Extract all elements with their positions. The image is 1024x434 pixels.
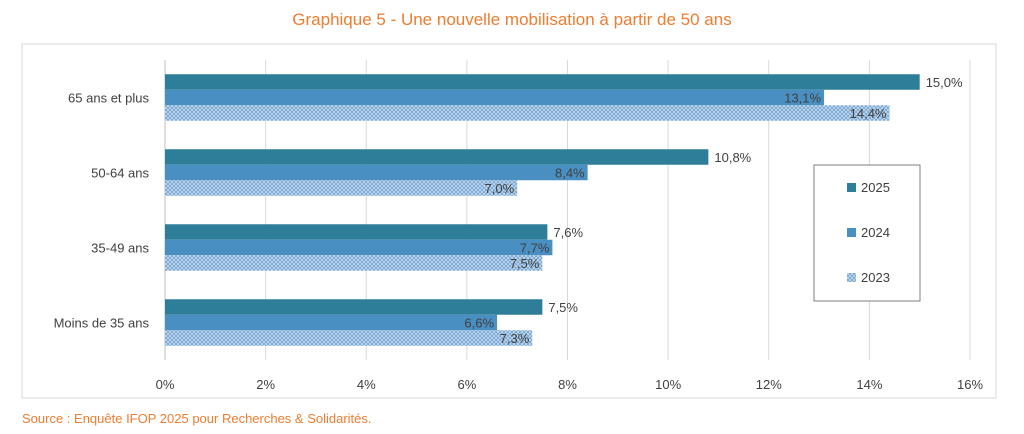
bar-2025 [165, 299, 543, 315]
x-tick-label: 10% [655, 377, 681, 392]
data-label: 10,8% [714, 150, 751, 165]
data-label: 15,0% [926, 75, 963, 90]
data-label: 7,0% [485, 181, 515, 196]
bar-2025 [165, 149, 709, 165]
bar-2024 [165, 89, 825, 106]
x-tick-label: 0% [156, 377, 175, 392]
bar-2023 [165, 105, 890, 121]
bar-2024 [165, 239, 553, 256]
category-label: 35-49 ans [91, 241, 149, 256]
bar-2023 [165, 180, 518, 196]
data-label: 7,5% [548, 300, 578, 315]
source-note: Source : Enquête IFOP 2025 pour Recherch… [22, 411, 372, 426]
x-tick-label: 2% [256, 377, 275, 392]
category-label: 50-64 ans [91, 166, 149, 181]
legend-box [813, 164, 921, 302]
x-tick-label: 4% [357, 377, 376, 392]
data-label: 7,3% [500, 331, 530, 346]
legend-swatch-2024 [847, 228, 856, 237]
data-label: 7,6% [553, 225, 583, 240]
x-tick-label: 16% [957, 377, 983, 392]
chart-title: Graphique 5 - Une nouvelle mobilisation … [292, 10, 732, 29]
x-tick-label: 14% [856, 377, 882, 392]
x-tick-label: 12% [756, 377, 782, 392]
bar-2025 [165, 224, 548, 240]
legend-swatch-2025 [847, 183, 856, 192]
bar-2023 [165, 255, 543, 271]
legend-label: 2024 [861, 225, 890, 240]
data-label: 13,1% [784, 91, 821, 106]
data-label: 6,6% [464, 316, 494, 331]
data-label: 7,5% [510, 256, 540, 271]
legend-label: 2023 [861, 270, 890, 285]
bar-2025 [165, 74, 920, 90]
bar-2024 [165, 314, 498, 331]
legend-label: 2025 [861, 180, 890, 195]
x-tick-label: 6% [457, 377, 476, 392]
legend-swatch-2023 [847, 273, 856, 282]
category-label: 65 ans et plus [68, 91, 149, 106]
data-label: 8,4% [555, 166, 585, 181]
data-label: 7,7% [520, 241, 550, 256]
data-label: 14,4% [850, 106, 887, 121]
x-tick-label: 8% [558, 377, 577, 392]
category-label: Moins de 35 ans [54, 316, 150, 331]
bar-2023 [165, 330, 533, 346]
bar-2024 [165, 164, 588, 181]
